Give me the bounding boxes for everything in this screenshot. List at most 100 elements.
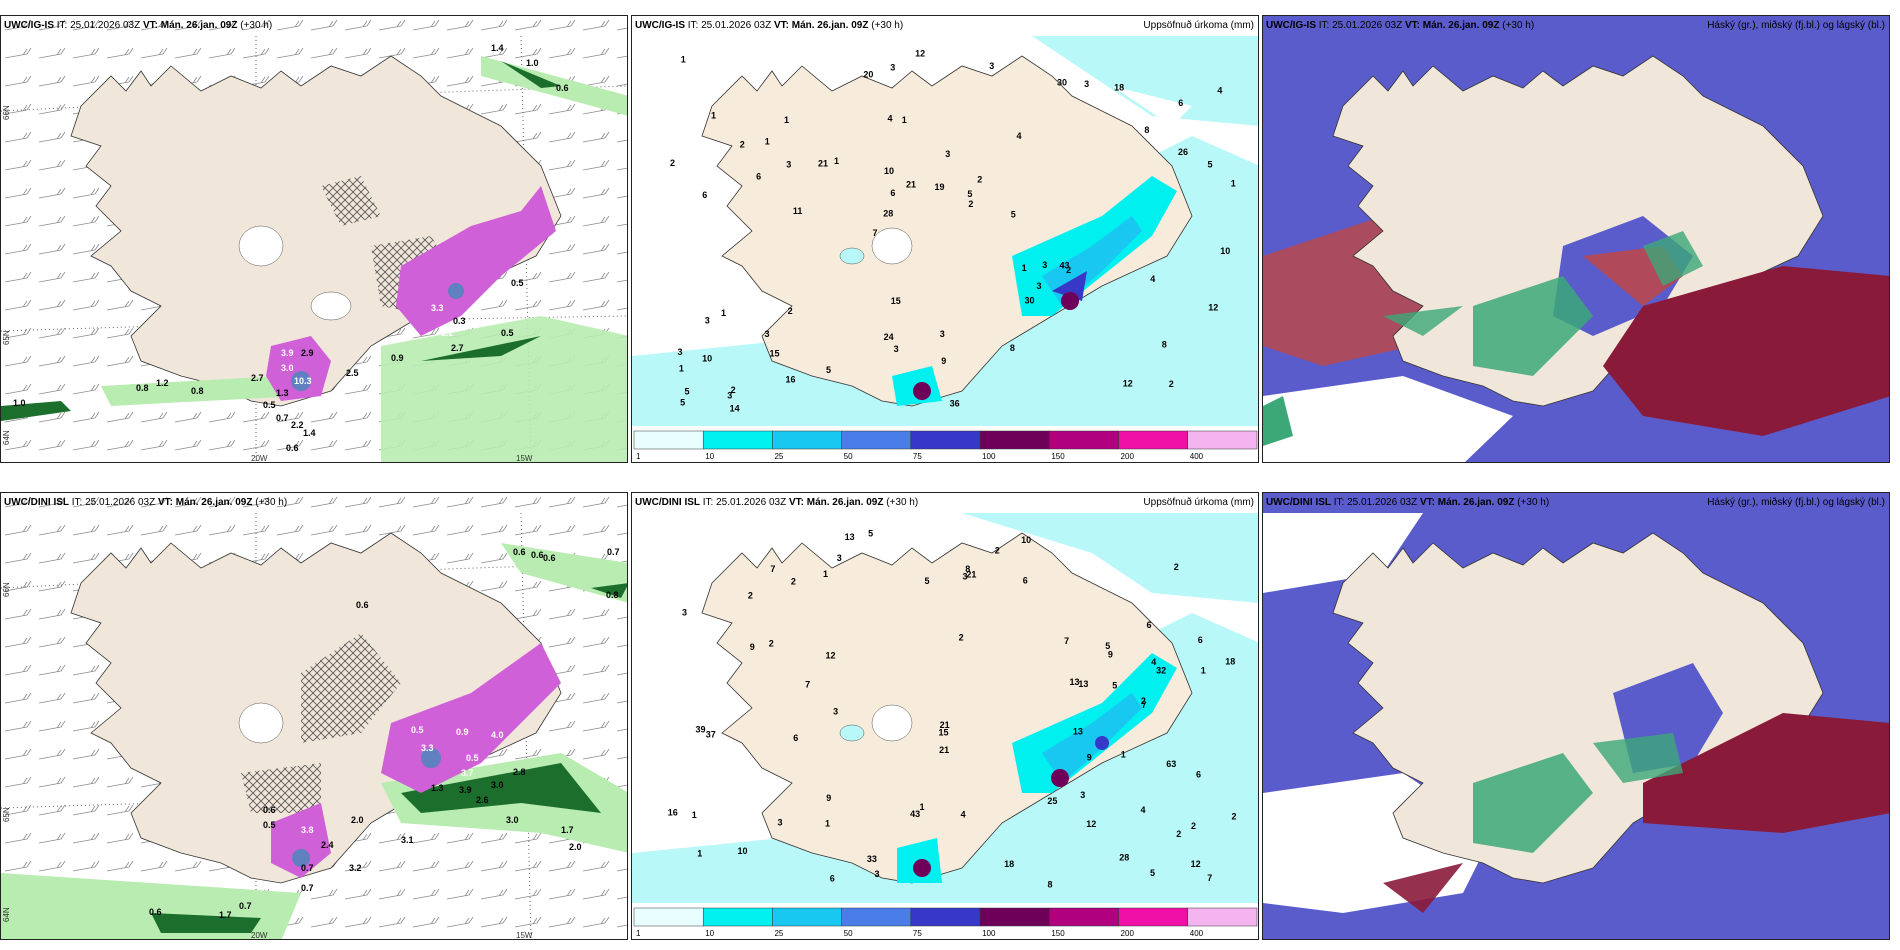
cloud-map-row2: [1263, 493, 1889, 939]
precip-value: 15: [891, 296, 901, 306]
colorbar-tick: 25: [774, 929, 783, 938]
value-label: 0.7: [607, 547, 620, 557]
precip-value: 63: [1166, 759, 1176, 769]
precip-value: 1: [1231, 178, 1236, 188]
precip-value: 6: [1196, 769, 1201, 779]
precip-colorbar-row1: 1 10 25 50 75 100 150 200 400: [633, 430, 1258, 461]
model-name: UWC/DINI ISL: [635, 497, 700, 508]
colorbar-swatch: [633, 430, 704, 450]
lon-label: 20W: [251, 454, 268, 463]
lat-label: 64N: [2, 430, 11, 445]
value-label: 0.6: [286, 443, 299, 453]
precip-value: 12: [1086, 819, 1096, 829]
precip-value: 3: [963, 571, 968, 581]
precip-value: 2: [1232, 811, 1237, 821]
precip-value: 3: [705, 316, 710, 326]
value-label: 2.2: [291, 420, 304, 430]
value-label: 2.7: [451, 343, 464, 353]
precip-value: 7: [1064, 636, 1069, 646]
cloud-map-row1: [1263, 16, 1889, 462]
precip-value: 18: [1114, 82, 1124, 92]
precip-value: 3: [945, 149, 950, 159]
precip-value: 10: [702, 354, 712, 364]
colorbar-tick: 75: [913, 452, 922, 461]
precip-value: 30: [1025, 295, 1035, 305]
precip-value: 20: [863, 69, 873, 79]
precip-value: 6: [1178, 98, 1183, 108]
valid-time: VT: Mán. 26.jan. 09Z: [773, 20, 869, 31]
precip-value: 5: [1112, 681, 1117, 691]
precip-value: 2: [1176, 829, 1181, 839]
colorbar-swatch: [1049, 430, 1119, 450]
precip-value: 9: [750, 642, 755, 652]
lat-label: 64N: [2, 907, 11, 922]
value-label: 3.0: [506, 815, 519, 825]
lon-label: 15W: [516, 931, 533, 940]
precip-map-row1: 2667424311115122131126282461302128433621…: [632, 16, 1258, 461]
precip-value: 1: [825, 819, 830, 829]
value-label: 1.0: [526, 58, 539, 68]
precip-value: 2: [977, 175, 982, 185]
precip-value: 8: [965, 564, 970, 574]
precip-title: Uppsöfnuð úrkoma (mm): [1143, 497, 1254, 508]
precip-value: 19: [935, 182, 945, 192]
colorbar-tick: 10: [705, 452, 714, 461]
value-label: 3.0: [491, 780, 504, 790]
panel-wind-row2: 0.6 0.6 0.6 0.7 0.8 0.6 0.5 0.9 4.0 3.3 …: [0, 492, 628, 940]
init-time: IT: 25.01.2026 03Z: [1318, 20, 1403, 31]
value-label: 2.8: [513, 767, 526, 777]
precip-value: 5: [1011, 210, 1016, 220]
precip-value: 21: [940, 720, 950, 730]
value-label: 0.6: [356, 600, 369, 610]
precip-value: 1: [681, 55, 686, 65]
precip-value: 43: [1060, 261, 1070, 271]
value-label: 0.6: [263, 805, 276, 815]
init-time: IT: 25.01.2026 03Z: [71, 497, 156, 508]
model-name: UWC/IG-IS: [635, 20, 685, 31]
precip-value: 2: [731, 385, 736, 395]
value-label: 4.0: [491, 730, 504, 740]
precip-value: 8: [1162, 340, 1167, 350]
value-label: 2.9: [301, 348, 314, 358]
value-label: 0.9: [456, 727, 469, 737]
lat-label: 65N: [2, 807, 11, 822]
precip-value: 12: [826, 650, 836, 660]
precip-value: 33: [867, 854, 877, 864]
precip-value: 2: [1066, 265, 1071, 275]
precip-value: 25: [1047, 796, 1057, 806]
precip-value: 2: [670, 158, 675, 168]
precip-value: 6: [890, 188, 895, 198]
precip-value: 39: [696, 725, 706, 735]
colorbar-swatch: [979, 907, 1050, 927]
precip-value: 6: [756, 172, 761, 182]
colorbar-tick: 150: [1051, 929, 1065, 938]
precip-value: 6: [702, 190, 707, 200]
precip-value: 18: [1225, 656, 1235, 666]
colorbar-swatch: [702, 430, 773, 450]
precip-value: 12: [1123, 379, 1133, 389]
colorbar-swatch: [633, 907, 704, 927]
precip-value: 21: [818, 159, 828, 169]
colorbar-tick: 200: [1121, 452, 1135, 461]
value-label: 2.7: [251, 373, 264, 383]
colorbar-tick: 200: [1121, 929, 1135, 938]
precip-value: 5: [826, 365, 831, 375]
colorbar-swatch: [1187, 907, 1258, 927]
colorbar-tick: 50: [844, 452, 853, 461]
value-label: 0.5: [263, 820, 276, 830]
value-label: 2.0: [351, 815, 364, 825]
colorbar-tick: 150: [1051, 452, 1065, 461]
value-label: 0.7: [301, 863, 314, 873]
value-label: 3.1: [401, 835, 414, 845]
value-label: 3.9: [459, 785, 472, 795]
colorbar-tick: 75: [913, 929, 922, 938]
precip-numbers-row2: 4622134122132312211323937181333432672612…: [668, 528, 1237, 889]
precip-value: 3: [940, 329, 945, 339]
value-label: 2.4: [321, 840, 334, 850]
lead-time: (+30 h): [1502, 20, 1535, 31]
valid-time: VT: Mán. 26.jan. 09Z: [1419, 497, 1515, 508]
wind-map-row1: 1.4 1.0 0.6 0.5 3.3 1.2 0.3 0.5 2.7 0.9 …: [1, 16, 627, 463]
colorbar-swatch: [772, 907, 842, 927]
precip-map-row2: 4622134122132312211323937181333432672612…: [632, 493, 1258, 938]
model-name: UWC/DINI ISL: [4, 497, 69, 508]
